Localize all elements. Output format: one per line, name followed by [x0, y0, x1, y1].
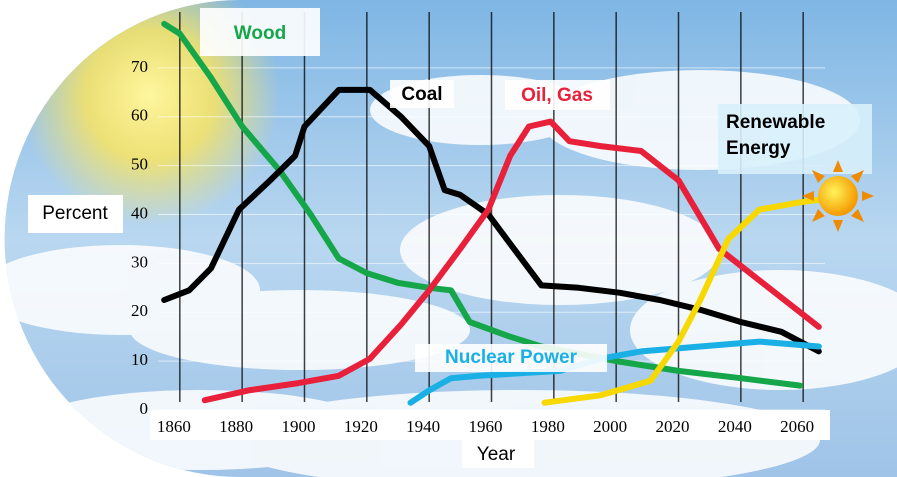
x-tick-label: 2040: [718, 417, 752, 436]
chart: Percent Year Wood Coal Oil, Gas Nuclear Pow…: [0, 0, 897, 477]
x-tick-label: 1900: [281, 417, 315, 436]
y-tick-label: 60: [131, 106, 148, 125]
x-tick-label: 2020: [656, 417, 690, 436]
x-tick-label: 1880: [219, 417, 253, 436]
x-axis-label: Year: [477, 444, 516, 465]
x-tick-label: 1940: [406, 417, 440, 436]
y-tick-label: 0: [140, 399, 149, 418]
series-label: Renewable Energy: [718, 106, 844, 166]
x-tick-label: 1960: [469, 417, 503, 436]
y-tick-label: 20: [131, 301, 148, 320]
y-tick-label: 40: [131, 203, 148, 222]
label-wrap: Renewable Energy: [718, 106, 872, 176]
y-tick-label: 50: [131, 155, 148, 174]
series-label: Oil, Gas: [521, 85, 593, 106]
x-tick-label: 2000: [593, 417, 627, 436]
series-label: Wood: [234, 23, 286, 44]
x-tick-label: 1860: [157, 417, 191, 436]
sun-icon: [802, 160, 874, 232]
series-label: Nuclear Power: [445, 347, 578, 368]
y-tick-label: 10: [131, 350, 148, 369]
y-tick-label: 70: [131, 57, 148, 76]
y-axis-label: Percent: [42, 203, 108, 224]
x-tick-label: 1920: [344, 417, 378, 436]
x-tick-label: 1980: [531, 417, 565, 436]
y-tick-label: 30: [131, 252, 148, 271]
x-tick-label: 2060: [780, 417, 814, 436]
series-label: Coal: [401, 84, 442, 105]
